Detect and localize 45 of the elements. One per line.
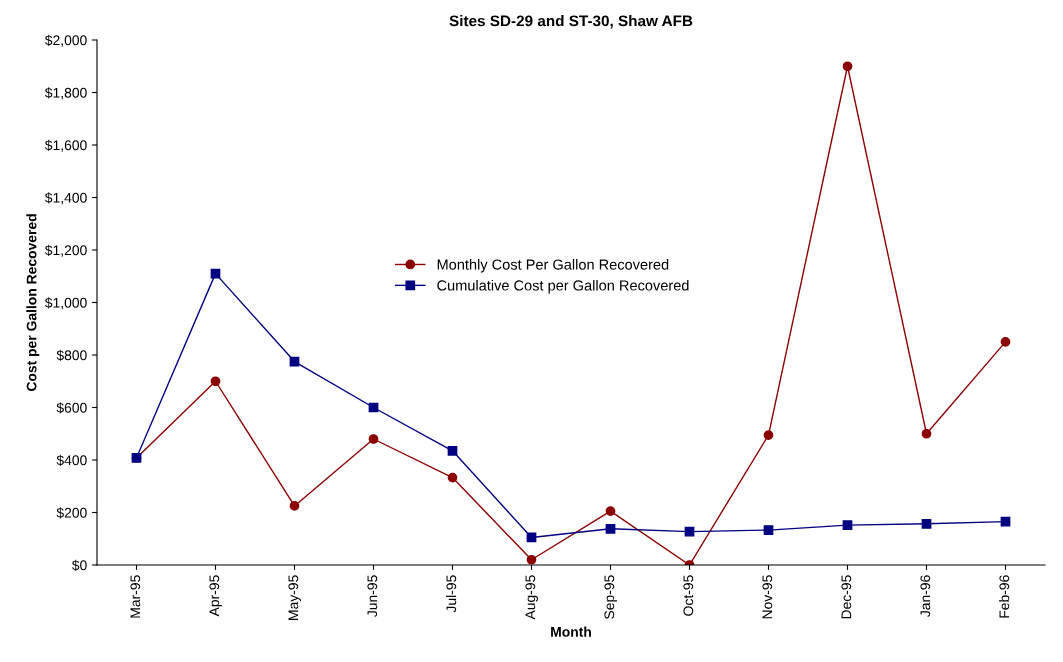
point bbox=[1000, 337, 1011, 347]
point bbox=[763, 430, 774, 440]
point bbox=[447, 445, 458, 456]
y-tick-label: $1,600 bbox=[44, 139, 87, 152]
y-tick-label: $600 bbox=[56, 402, 87, 414]
y-tick-label: $1,800 bbox=[44, 87, 87, 100]
x-tick-label: Jul-95 bbox=[446, 575, 457, 613]
point bbox=[289, 501, 300, 511]
x-tick-label: Nov-95 bbox=[762, 575, 773, 619]
point bbox=[921, 518, 932, 529]
y-tick-label: $1,000 bbox=[44, 297, 87, 310]
y-tick-label: $1,400 bbox=[44, 192, 87, 205]
x-tick-label: Mar-95 bbox=[130, 575, 141, 618]
x-tick-label: Aug-95 bbox=[525, 575, 538, 620]
point bbox=[526, 554, 537, 565]
x-tick-label: Sep-95 bbox=[604, 575, 617, 619]
chart-title: Sites SD-29 and ST-30, Shaw AFB bbox=[449, 15, 693, 29]
y-tick-label: $800 bbox=[56, 349, 87, 361]
y-tick-label: $1,200 bbox=[44, 244, 87, 257]
y-tick-label: $2,000 bbox=[44, 34, 87, 47]
y-tick-label: $400 bbox=[56, 454, 87, 466]
y-axis-title: Cost per Gallon Recovered bbox=[26, 214, 40, 392]
point bbox=[210, 376, 221, 387]
point bbox=[842, 61, 853, 72]
x-tick-label: Jun-95 bbox=[367, 575, 378, 617]
x-tick-label: May-95 bbox=[288, 575, 301, 620]
x-tick-label: Jan-96 bbox=[920, 575, 931, 617]
point bbox=[605, 523, 616, 534]
y-tick-label: $0 bbox=[71, 559, 87, 571]
x-axis-title: Month bbox=[551, 626, 591, 637]
point bbox=[921, 428, 932, 439]
y-tick-label: $200 bbox=[56, 507, 87, 519]
point bbox=[605, 506, 616, 517]
x-tick-label: Dec-95 bbox=[841, 575, 852, 619]
legend-label: Cumulative Cost per Gallon Recovered bbox=[437, 279, 689, 294]
point bbox=[447, 472, 458, 483]
legend-label: Monthly Cost Per Gallon Recovered bbox=[437, 259, 669, 273]
point bbox=[684, 526, 695, 537]
point bbox=[368, 434, 379, 444]
x-tick-label: Apr-95 bbox=[209, 575, 222, 617]
x-tick-label: Feb-96 bbox=[999, 575, 1010, 618]
point bbox=[842, 520, 853, 530]
x-tick-label: Oct-95 bbox=[683, 575, 694, 616]
point bbox=[763, 525, 774, 535]
point bbox=[1000, 516, 1011, 527]
